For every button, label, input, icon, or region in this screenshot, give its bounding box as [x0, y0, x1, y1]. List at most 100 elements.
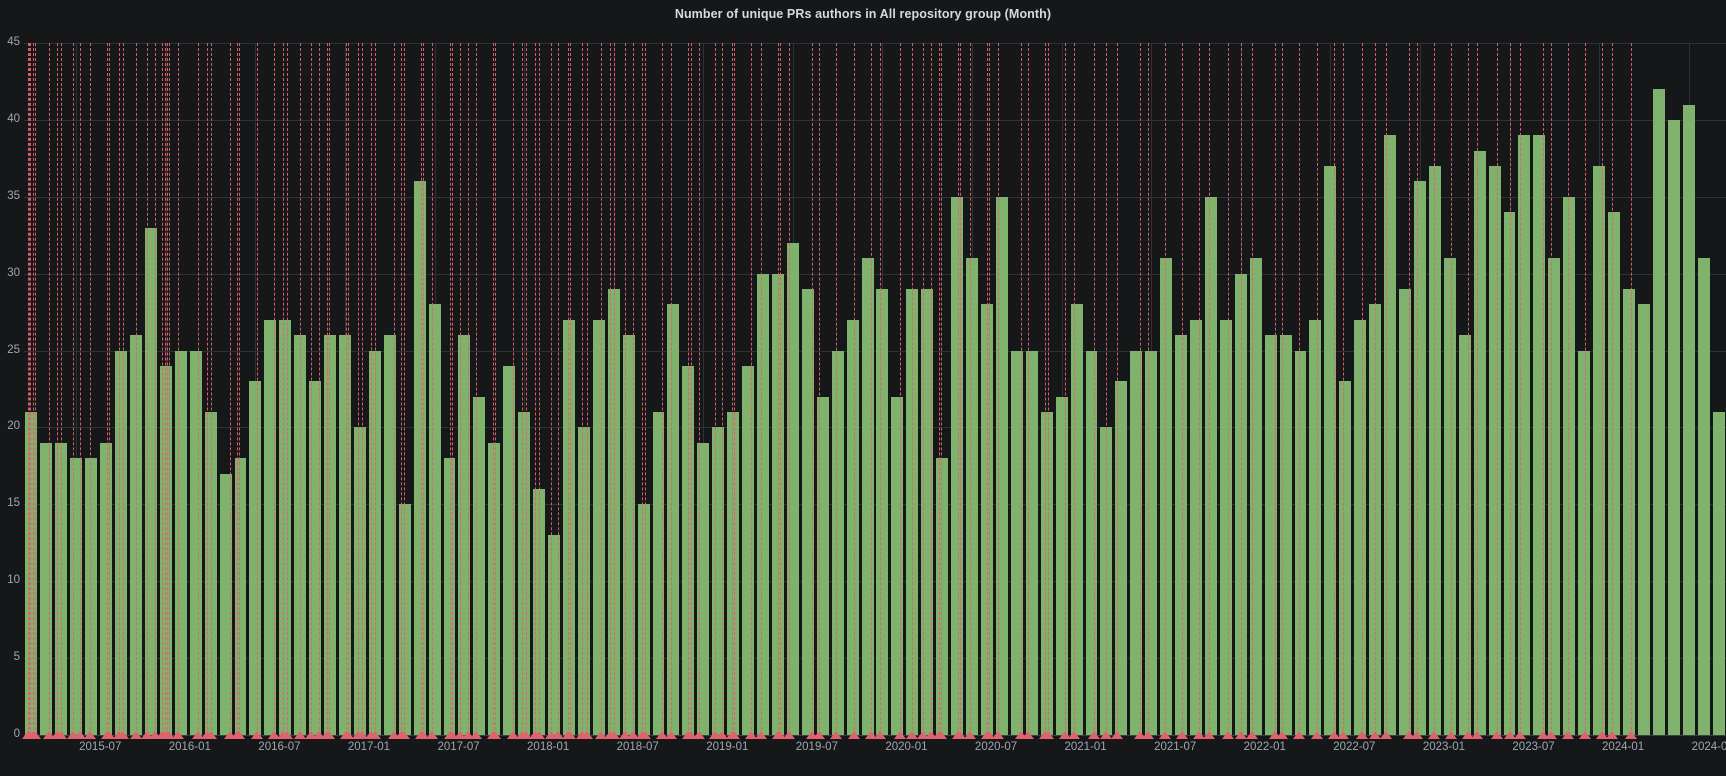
bar[interactable]	[533, 488, 546, 735]
annotation-marker[interactable]	[469, 731, 482, 739]
bar[interactable]	[1652, 89, 1665, 735]
annotation-marker[interactable]	[1410, 731, 1423, 739]
annotation-marker[interactable]	[665, 731, 678, 739]
annotation-marker[interactable]	[754, 731, 767, 739]
bar[interactable]	[652, 412, 665, 735]
bar[interactable]	[891, 396, 904, 735]
annotation-marker[interactable]	[1327, 731, 1340, 739]
bar[interactable]	[219, 473, 232, 735]
bar[interactable]	[443, 458, 456, 735]
annotation-marker[interactable]	[874, 731, 887, 739]
bar[interactable]	[1339, 381, 1352, 735]
annotation-marker[interactable]	[1193, 731, 1206, 739]
annotation-marker[interactable]	[603, 731, 616, 739]
bar[interactable]	[249, 381, 262, 735]
bar[interactable]	[1712, 412, 1725, 735]
bar[interactable]	[1682, 104, 1695, 735]
bar[interactable]	[1040, 412, 1053, 735]
bar[interactable]	[622, 335, 635, 735]
bar[interactable]	[637, 504, 650, 735]
bar[interactable]	[1637, 304, 1650, 735]
annotation-marker[interactable]	[1544, 731, 1557, 739]
annotation-marker[interactable]	[963, 731, 976, 739]
annotation-marker[interactable]	[1176, 731, 1189, 739]
bar[interactable]	[279, 319, 292, 735]
annotation-marker[interactable]	[594, 731, 607, 739]
bar[interactable]	[234, 458, 247, 735]
bar[interactable]	[1458, 335, 1471, 735]
annotation-marker[interactable]	[1234, 731, 1247, 739]
bar[interactable]	[1622, 289, 1635, 735]
bar[interactable]	[353, 427, 366, 735]
bar[interactable]	[85, 458, 98, 735]
bar[interactable]	[1115, 381, 1128, 735]
bar[interactable]	[697, 442, 710, 735]
annotation-marker[interactable]	[342, 731, 355, 739]
annotation-marker[interactable]	[191, 731, 204, 739]
annotation-marker[interactable]	[1245, 731, 1258, 739]
annotation-marker[interactable]	[281, 731, 294, 739]
bar[interactable]	[1697, 258, 1710, 735]
annotation-marker[interactable]	[1100, 731, 1113, 739]
bar[interactable]	[458, 335, 471, 735]
bar[interactable]	[40, 442, 53, 735]
bar[interactable]	[1608, 212, 1620, 735]
annotation-marker[interactable]	[416, 731, 429, 739]
annotation-marker[interactable]	[223, 731, 236, 739]
annotation-marker[interactable]	[356, 731, 369, 739]
bar[interactable]	[1384, 135, 1397, 735]
bar[interactable]	[1473, 150, 1486, 735]
bar[interactable]	[727, 412, 740, 735]
annotation-marker[interactable]	[693, 731, 706, 739]
bar[interactable]	[339, 335, 351, 735]
annotation-marker[interactable]	[129, 731, 142, 739]
annotation-marker[interactable]	[745, 731, 758, 739]
annotation-marker[interactable]	[1514, 731, 1527, 739]
annotation-marker[interactable]	[1041, 731, 1054, 739]
annotation-marker[interactable]	[1562, 731, 1575, 739]
bar[interactable]	[548, 535, 560, 735]
bar[interactable]	[757, 273, 769, 735]
annotation-marker[interactable]	[1202, 731, 1215, 739]
annotation-marker[interactable]	[74, 731, 87, 739]
annotation-marker[interactable]	[708, 731, 721, 739]
annotation-marker[interactable]	[1058, 731, 1071, 739]
annotation-marker[interactable]	[103, 731, 116, 739]
bar[interactable]	[1354, 319, 1367, 735]
bar[interactable]	[473, 396, 486, 735]
annotation-marker[interactable]	[313, 731, 326, 739]
annotation-marker[interactable]	[250, 731, 263, 739]
bar[interactable]	[25, 412, 38, 735]
bar[interactable]	[100, 442, 113, 735]
annotation-marker[interactable]	[1293, 731, 1306, 739]
bar[interactable]	[1204, 196, 1217, 735]
annotation-marker[interactable]	[638, 731, 651, 739]
annotation-marker[interactable]	[1605, 731, 1618, 739]
annotation-marker[interactable]	[506, 731, 519, 739]
bar[interactable]	[1503, 212, 1516, 735]
annotation-marker[interactable]	[619, 731, 632, 739]
bar[interactable]	[801, 289, 814, 735]
annotation-marker[interactable]	[1268, 731, 1281, 739]
annotation-marker[interactable]	[906, 731, 919, 739]
bar[interactable]	[1548, 258, 1561, 735]
annotation-marker[interactable]	[1310, 731, 1323, 739]
annotation-marker[interactable]	[83, 731, 96, 739]
annotation-marker[interactable]	[23, 731, 36, 739]
bar[interactable]	[174, 350, 187, 735]
bar[interactable]	[861, 258, 874, 735]
annotation-marker[interactable]	[991, 731, 1004, 739]
annotation-marker[interactable]	[1022, 731, 1035, 739]
bar[interactable]	[1175, 335, 1188, 735]
bar[interactable]	[1413, 181, 1426, 735]
annotation-marker[interactable]	[1158, 731, 1171, 739]
annotation-marker[interactable]	[1369, 731, 1382, 739]
annotation-marker[interactable]	[980, 731, 993, 739]
bar[interactable]	[771, 273, 784, 735]
annotation-marker[interactable]	[847, 731, 860, 739]
bar[interactable]	[383, 335, 396, 735]
annotation-marker[interactable]	[233, 731, 246, 739]
bar[interactable]	[1055, 396, 1068, 735]
bar[interactable]	[1593, 166, 1606, 735]
annotation-marker[interactable]	[552, 731, 564, 739]
